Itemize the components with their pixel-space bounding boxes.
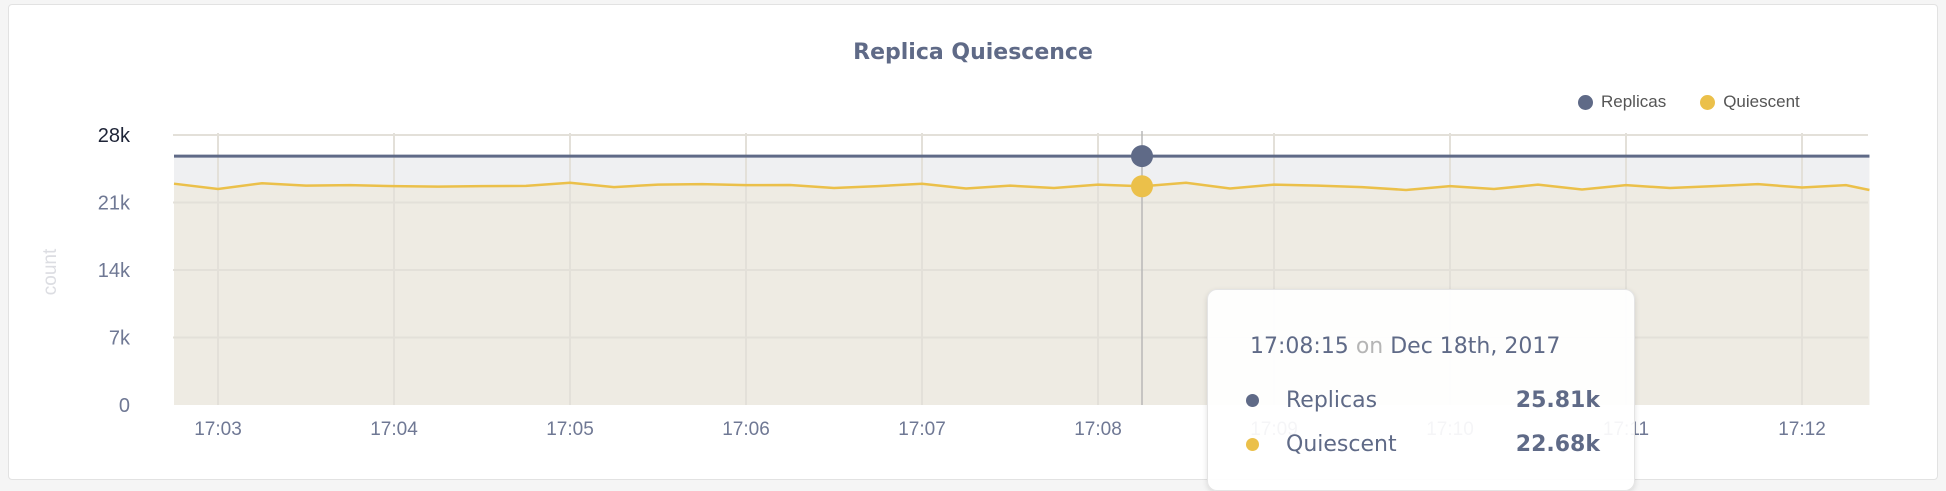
y-tick-label: 7k — [109, 328, 131, 350]
x-tick-label: 17:08 — [1074, 419, 1122, 440]
tooltip: 17:08:15 on Dec 18th, 2017 Replicas 25.8… — [1207, 289, 1635, 491]
x-tick-label: 17:04 — [370, 419, 418, 440]
legend-label: Quiescent — [1723, 92, 1800, 111]
tooltip-time: 17:08:15 — [1250, 334, 1349, 359]
y-tick-label: 28k — [98, 125, 131, 147]
quiescent-line — [173, 181, 1870, 192]
quiescent-hover-point[interactable] — [1131, 175, 1153, 198]
replicas-dot-icon — [1246, 394, 1259, 407]
y-axis-label: count — [40, 248, 61, 295]
tooltip-value: 22.68k — [1515, 432, 1600, 457]
tooltip-label: Replicas — [1286, 388, 1378, 413]
legend-label: Replicas — [1601, 92, 1667, 111]
replicas-dot-icon — [1578, 94, 1593, 110]
chart-title: Replica Quiescence — [853, 40, 1093, 65]
x-tick-label: 17:05 — [546, 419, 594, 440]
tooltip-label: Quiescent — [1286, 432, 1397, 457]
legend-item-replicas[interactable]: Replicas — [1578, 92, 1666, 112]
replicas-hover-point[interactable] — [1131, 145, 1153, 168]
tooltip-header: 17:08:15 on Dec 18th, 2017 — [1250, 334, 1560, 359]
x-tick-label: 17:12 — [1778, 419, 1826, 440]
x-tick-label: 17:06 — [722, 419, 770, 440]
x-tick-label: 17:07 — [898, 419, 946, 440]
legend: Replicas Quiescent — [1578, 92, 1800, 112]
tooltip-row-quiescent: Quiescent 22.68k — [1246, 432, 1600, 457]
tooltip-on: on — [1355, 334, 1384, 359]
legend-item-quiescent[interactable]: Quiescent — [1700, 92, 1800, 112]
y-tick-label: 0 — [119, 395, 130, 417]
x-tick-label: 17:03 — [194, 419, 242, 440]
tooltip-row-replicas: Replicas 25.81k — [1246, 388, 1600, 413]
tooltip-value: 25.81k — [1515, 388, 1600, 413]
tooltip-date: Dec 18th, 2017 — [1390, 334, 1561, 359]
y-tick-label: 14k — [98, 260, 131, 282]
quiescent-dot-icon — [1700, 94, 1716, 110]
quiescent-dot-icon — [1246, 438, 1259, 451]
y-tick-label: 21k — [98, 193, 131, 215]
